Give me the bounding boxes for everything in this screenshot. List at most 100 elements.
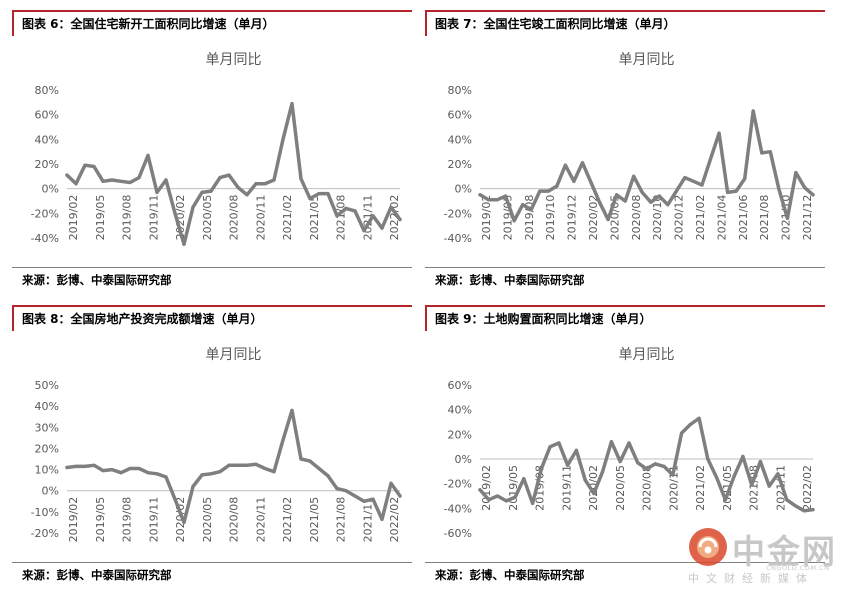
data-point bbox=[546, 189, 550, 193]
data-point bbox=[173, 211, 177, 215]
y-tick-label: -10% bbox=[31, 506, 59, 519]
data-point bbox=[566, 463, 570, 467]
data-point bbox=[119, 471, 123, 475]
data-point bbox=[191, 205, 195, 209]
data-point bbox=[478, 488, 482, 492]
x-tick-label: 2020/11 bbox=[254, 497, 267, 543]
data-point bbox=[776, 472, 780, 476]
data-point bbox=[706, 457, 710, 461]
y-tick-label: 20% bbox=[448, 428, 472, 441]
y-tick-label: 20% bbox=[35, 158, 59, 171]
y-tick-label: 40% bbox=[448, 404, 472, 417]
x-tick-label: 2019/11 bbox=[147, 497, 160, 543]
data-point bbox=[785, 498, 789, 502]
panel-title: 图表 8：全国房地产投资完成额增速（单月） bbox=[22, 312, 263, 326]
data-point bbox=[495, 494, 500, 498]
chart-panel-6: 图表 6：全国住宅新开工面积同比增速（单月） 单月同比 80% 60% 40% 20% 0… bbox=[12, 10, 412, 295]
x-tick-label: 2021/11 bbox=[361, 497, 374, 543]
y-tick-label: 40% bbox=[35, 133, 59, 146]
data-point bbox=[128, 466, 132, 471]
panel-left-marker bbox=[12, 305, 14, 331]
data-point bbox=[563, 163, 567, 167]
data-point bbox=[353, 494, 357, 498]
data-point bbox=[697, 416, 701, 420]
data-point bbox=[92, 463, 96, 467]
data-point bbox=[574, 448, 578, 452]
data-point bbox=[683, 176, 687, 180]
data-point bbox=[182, 520, 186, 524]
y-tick-label: 60% bbox=[448, 379, 472, 392]
y-tick-label: -40% bbox=[444, 232, 472, 245]
x-tick-label: 2019/05 bbox=[94, 195, 107, 241]
watermark-subtitle: 中文财经新媒体 bbox=[688, 572, 814, 585]
panel-left-marker bbox=[425, 305, 427, 331]
data-point bbox=[83, 163, 87, 167]
x-tick-label: 2020/12 bbox=[673, 195, 686, 241]
data-point bbox=[380, 226, 384, 230]
data-point bbox=[236, 463, 240, 467]
data-point bbox=[726, 190, 730, 194]
y-tick-label: 0% bbox=[455, 183, 472, 196]
data-point bbox=[601, 469, 605, 473]
x-tick-label: 2019/08 bbox=[121, 497, 134, 543]
data-point bbox=[758, 459, 762, 464]
x-tick-label: 2021/12 bbox=[801, 195, 814, 241]
data-point bbox=[732, 474, 736, 478]
data-point bbox=[344, 489, 348, 493]
y-tick-label: 20% bbox=[35, 442, 59, 455]
data-point bbox=[615, 193, 619, 197]
data-point bbox=[548, 445, 552, 449]
data-point bbox=[644, 467, 649, 471]
y-tick-label: -60% bbox=[444, 527, 472, 540]
data-point bbox=[741, 454, 745, 459]
data-point bbox=[272, 178, 276, 182]
data-point bbox=[137, 176, 141, 180]
data-point bbox=[299, 177, 303, 181]
y-tick-label: 80% bbox=[448, 84, 472, 97]
x-tick-label: 2021/08 bbox=[335, 195, 348, 241]
data-point bbox=[636, 461, 640, 465]
x-tick-label: 2021/08 bbox=[758, 195, 771, 241]
data-point bbox=[751, 109, 755, 113]
x-tick-label: 2021/02 bbox=[281, 497, 294, 543]
data-point bbox=[317, 466, 321, 471]
data-point bbox=[811, 508, 815, 512]
y-tick-label: 40% bbox=[35, 400, 59, 413]
data-point bbox=[371, 214, 375, 218]
data-point bbox=[398, 494, 402, 498]
data-point bbox=[743, 177, 747, 181]
data-point bbox=[389, 205, 393, 209]
data-point bbox=[146, 471, 150, 475]
chart-title: 单月同比 bbox=[206, 52, 262, 68]
x-tick-label: 2022/02 bbox=[801, 465, 814, 511]
data-point bbox=[688, 422, 692, 427]
data-point bbox=[768, 150, 772, 154]
data-point bbox=[281, 438, 285, 442]
data-point bbox=[344, 206, 348, 210]
x-tick-label: 2021/05 bbox=[308, 497, 321, 543]
data-point bbox=[218, 176, 222, 180]
x-tick-label: 2020/08 bbox=[228, 195, 241, 241]
data-point bbox=[254, 182, 258, 186]
x-tick-label: 2021/02 bbox=[694, 465, 707, 511]
x-tick-label: 2020/05 bbox=[201, 497, 214, 543]
source-note: 来源：彭博、中泰国际研究部 bbox=[22, 273, 172, 287]
x-tick-label: 2021/05 bbox=[308, 195, 321, 241]
data-point bbox=[794, 171, 798, 175]
y-tick-label: -20% bbox=[444, 207, 472, 220]
line-chart: 单月同比 80% 60% 40% 20% 0% -20% -40% 2019/02 2019/05… bbox=[31, 52, 402, 246]
data-point bbox=[245, 463, 249, 467]
data-point bbox=[263, 182, 267, 186]
data-point bbox=[209, 472, 213, 476]
data-point bbox=[92, 164, 96, 169]
x-tick-label: 2019/02 bbox=[480, 195, 493, 241]
data-point bbox=[227, 173, 231, 177]
y-tick-label: -40% bbox=[444, 502, 472, 515]
data-point bbox=[200, 473, 204, 477]
panel-top-rule bbox=[425, 305, 825, 307]
data-point bbox=[200, 190, 204, 194]
data-point bbox=[335, 487, 339, 491]
x-tick-label: 2022/02 bbox=[388, 497, 401, 543]
source-note: 来源：彭博、中泰国际研究部 bbox=[22, 568, 172, 582]
panel-left-marker bbox=[12, 10, 14, 36]
